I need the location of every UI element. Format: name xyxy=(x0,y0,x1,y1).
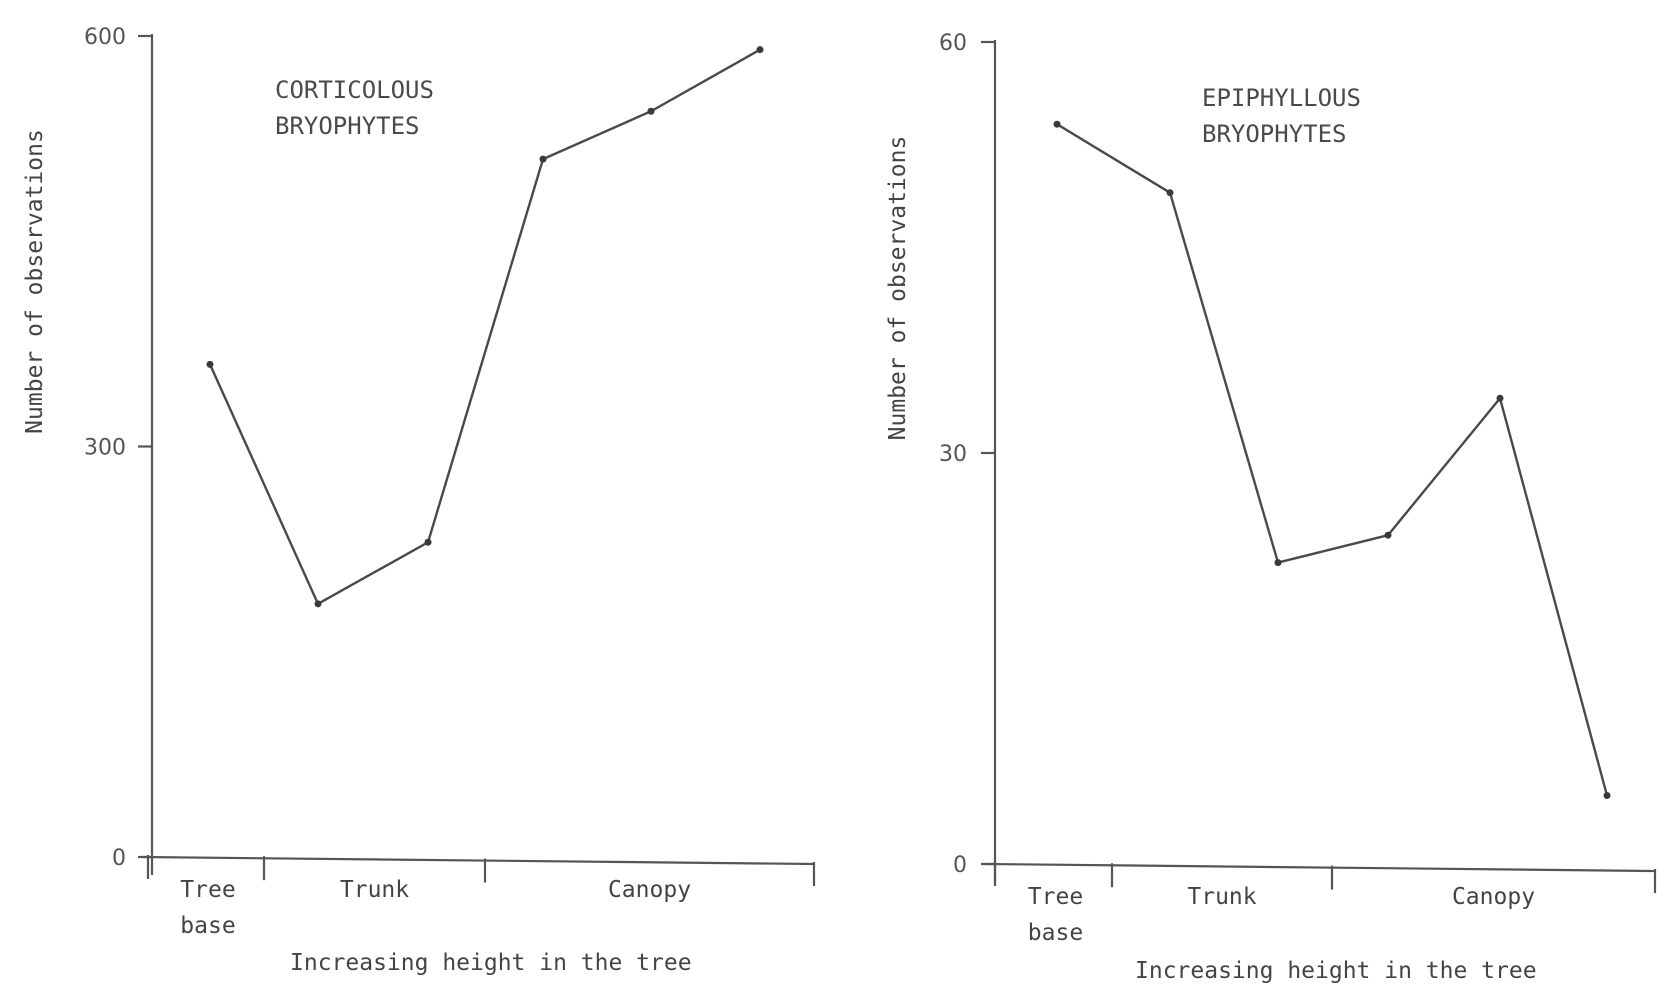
epiphyllous-panel: 0 30 60 Number of observations Tree base Trunk… xyxy=(885,31,1657,984)
data-point xyxy=(424,538,432,546)
data-point xyxy=(1274,559,1282,567)
zone-label: Trunk xyxy=(340,877,409,903)
data-point xyxy=(1496,394,1504,402)
data-point xyxy=(1053,120,1061,128)
data-point xyxy=(314,600,322,608)
zone-label: Trunk xyxy=(1187,884,1256,910)
x-axis-label: Increasing height in the tree xyxy=(290,950,692,976)
chart-title: EPIPHYLLOUS xyxy=(1202,84,1361,112)
series-line xyxy=(1056,123,1609,796)
data-point xyxy=(539,155,547,163)
y-tick-label: 0 xyxy=(953,853,967,878)
data-point xyxy=(647,107,655,115)
data-point xyxy=(1384,531,1392,539)
chart-title: CORTICOLOUS xyxy=(275,76,434,104)
zone-label: Canopy xyxy=(1452,884,1535,910)
y-axis-label: Number of observations xyxy=(22,129,48,434)
y-axis-label: Number of observations xyxy=(885,136,911,441)
x-axis xyxy=(984,862,1656,873)
y-tick-label: 0 xyxy=(112,846,126,871)
x-axis-label: Increasing height in the tree xyxy=(1135,958,1537,984)
data-point xyxy=(1603,792,1611,799)
y-tick-label: 30 xyxy=(939,442,967,467)
data-point xyxy=(756,46,764,54)
y-tick-label: 600 xyxy=(84,25,126,50)
chart-title: BRYOPHYTES xyxy=(1202,120,1347,148)
chart-title: BRYOPHYTES xyxy=(275,112,420,140)
zone-label: Canopy xyxy=(608,877,691,903)
zone-label: base xyxy=(1028,920,1083,946)
zone-label: Tree xyxy=(1028,884,1083,910)
zone-label: base xyxy=(180,913,235,939)
y-tick-label: 60 xyxy=(939,31,967,56)
corticolous-panel: 0 300 600 Number of observations Tree base Tru… xyxy=(22,25,816,976)
data-point xyxy=(1166,189,1174,197)
data-point xyxy=(206,360,214,368)
x-axis xyxy=(141,855,815,866)
zone-label: Tree xyxy=(180,877,235,903)
series-line xyxy=(208,48,761,606)
y-tick-label: 300 xyxy=(84,436,126,461)
